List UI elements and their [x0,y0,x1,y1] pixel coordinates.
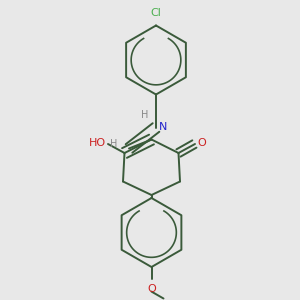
Text: N: N [158,122,167,133]
Text: H: H [141,110,148,120]
Text: HO: HO [89,137,106,148]
Text: H: H [110,139,117,149]
Text: Cl: Cl [151,8,161,18]
Text: O: O [147,284,156,293]
Text: O: O [197,137,206,148]
